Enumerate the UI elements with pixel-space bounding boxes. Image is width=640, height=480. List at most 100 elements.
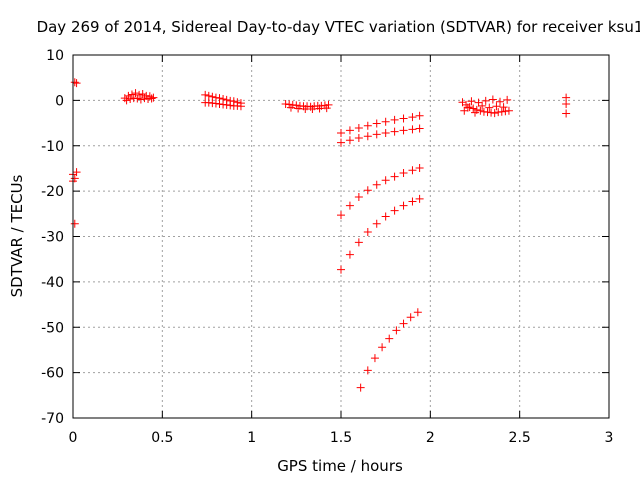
- data-point: [460, 106, 469, 115]
- data-point: [370, 354, 379, 363]
- data-point: [354, 134, 363, 143]
- y-tick-labels: 10 0 -10 -20 -30 -40 -50 -60 -70: [41, 48, 64, 427]
- data-point: [354, 193, 363, 202]
- series-group-1: [120, 89, 158, 105]
- series-group-2a: [201, 90, 245, 108]
- data-point: [140, 94, 149, 103]
- y-tick-label: -70: [41, 411, 64, 427]
- x-tick-label: 2.5: [509, 430, 531, 446]
- data-point: [372, 219, 381, 228]
- data-point: [70, 219, 79, 228]
- data-point: [399, 168, 408, 177]
- data-point: [136, 95, 145, 104]
- data-point: [381, 129, 390, 138]
- data-point: [315, 104, 324, 113]
- x-tick-label: 3: [605, 430, 614, 446]
- data-point: [363, 227, 372, 236]
- data-point: [381, 117, 390, 126]
- data-point: [467, 97, 476, 106]
- series-track-2: [337, 124, 424, 147]
- data-point: [372, 180, 381, 189]
- x-tick-label: 0: [69, 430, 78, 446]
- data-point: [372, 130, 381, 139]
- data-point: [399, 126, 408, 135]
- data-point: [201, 90, 210, 99]
- data-point: [363, 366, 372, 375]
- data-point: [337, 138, 345, 147]
- x-axis-label: GPS time / hours: [277, 457, 403, 475]
- data-point: [504, 106, 513, 115]
- data-point: [345, 126, 354, 135]
- data-point: [236, 102, 245, 111]
- data-point: [471, 108, 479, 117]
- data-point: [124, 91, 133, 100]
- data-point: [492, 102, 501, 111]
- data-point: [301, 104, 310, 113]
- data-point: [204, 91, 213, 100]
- data-point: [390, 127, 399, 136]
- data-point: [372, 119, 381, 128]
- series-group-2b: [201, 98, 245, 111]
- y-tick-label: 0: [55, 93, 64, 109]
- data-point: [294, 104, 303, 113]
- data-point: [72, 168, 81, 177]
- x-tick-label: 1: [247, 430, 256, 446]
- series-late: [562, 93, 571, 118]
- data-point: [390, 115, 399, 124]
- data-point: [322, 104, 331, 113]
- data-point: [415, 194, 424, 203]
- data-point: [363, 186, 372, 195]
- data-point: [499, 103, 508, 112]
- y-tick-label: -50: [41, 320, 64, 336]
- data-point: [392, 326, 401, 335]
- data-point: [345, 201, 354, 210]
- data-point: [72, 79, 81, 88]
- data-point: [415, 124, 424, 133]
- data-point: [408, 166, 417, 175]
- data-point: [469, 104, 478, 113]
- data-point: [488, 95, 497, 104]
- data-point: [70, 78, 79, 87]
- data-point: [478, 101, 487, 110]
- data-point: [481, 96, 490, 105]
- x-tick-label: 2: [426, 430, 435, 446]
- y-tick-label: -20: [41, 184, 64, 200]
- y-axis-label: SDTVAR / TECUs: [8, 174, 26, 297]
- x-tick-label: 1.5: [330, 430, 352, 446]
- data-point: [337, 211, 345, 220]
- data-point: [135, 90, 144, 99]
- data-point: [408, 197, 417, 206]
- data-point: [126, 95, 135, 104]
- data-point: [286, 103, 295, 112]
- y-tick-label: -60: [41, 366, 64, 382]
- data-point: [120, 94, 129, 103]
- chart-title: Day 269 of 2014, Sidereal Day-to-day VTE…: [37, 18, 640, 36]
- grid-layer: [73, 55, 609, 418]
- data-point: [476, 106, 485, 115]
- series-group-3: [281, 100, 333, 113]
- y-tick-label: -40: [41, 275, 64, 291]
- data-point: [408, 113, 417, 122]
- data-point: [133, 94, 142, 103]
- data-point: [390, 206, 399, 215]
- data-point: [337, 265, 345, 274]
- data-point: [474, 98, 483, 107]
- data-point: [415, 163, 424, 172]
- x-tick-label: 0.5: [151, 430, 173, 446]
- y-tick-label: -30: [41, 230, 64, 246]
- data-point: [363, 121, 372, 130]
- series-early-b: [69, 168, 81, 228]
- data-points: [69, 78, 571, 392]
- data-point: [381, 212, 390, 221]
- data-point: [408, 125, 417, 134]
- data-point: [496, 97, 505, 106]
- y-tick-label: 10: [46, 48, 64, 64]
- data-point: [324, 100, 333, 109]
- data-point: [131, 89, 140, 98]
- data-point: [562, 100, 571, 109]
- series-early-a: [70, 78, 81, 88]
- data-point: [390, 172, 399, 181]
- data-point: [149, 93, 158, 102]
- data-point: [399, 201, 408, 210]
